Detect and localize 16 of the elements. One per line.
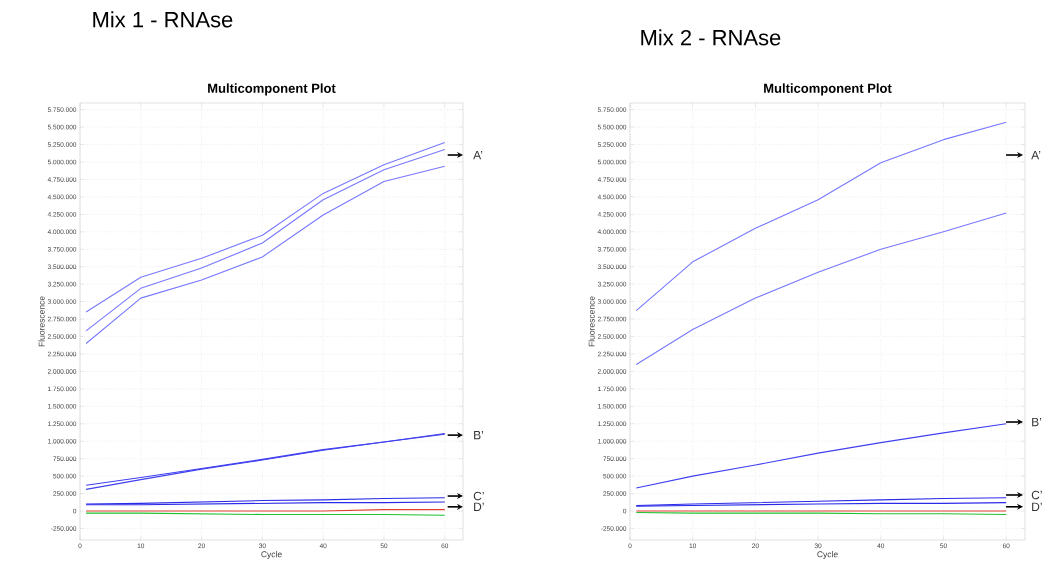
x-axis-title: Cycle bbox=[261, 551, 282, 559]
text: B’ bbox=[1032, 417, 1042, 427]
text: B’ bbox=[474, 431, 484, 440]
chart-title: Mix 1 - RNAse bbox=[93, 11, 233, 28]
text: C’ bbox=[473, 491, 484, 501]
text: D’ bbox=[1032, 502, 1042, 511]
text: A’ bbox=[1031, 150, 1041, 160]
x-axis-title: Cycle bbox=[817, 551, 838, 559]
chart-subtitle: Multicomponent Plot bbox=[764, 83, 892, 96]
y-axis-title: Fluorescence bbox=[38, 296, 45, 347]
y-axis-title: Fluorescence bbox=[588, 296, 595, 347]
text: D’ bbox=[474, 502, 484, 511]
text: A’ bbox=[473, 150, 483, 160]
chart-title: Mix 2 - RNAse bbox=[641, 29, 781, 46]
text: C’ bbox=[1031, 490, 1042, 500]
chart-subtitle: Multicomponent Plot bbox=[208, 83, 336, 96]
